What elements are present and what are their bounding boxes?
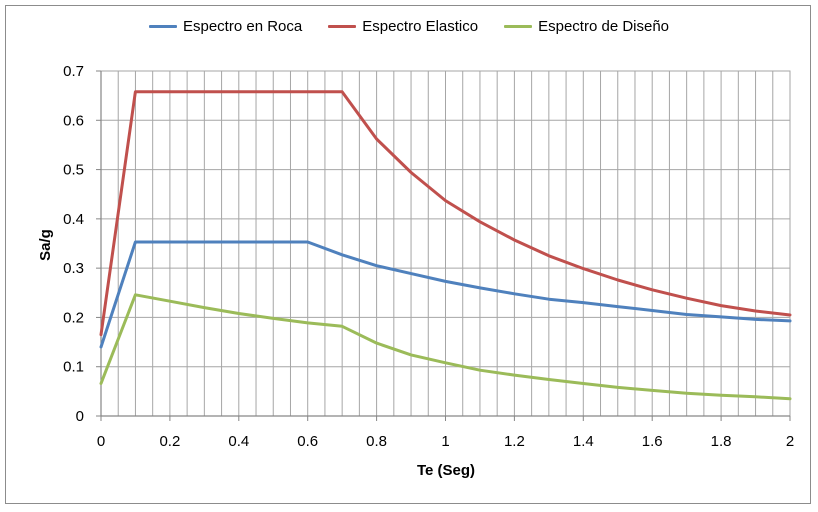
y-tick-label: 0.6 [63,112,84,129]
legend: Espectro en Roca Espectro Elastico Espec… [0,18,818,35]
x-tick-label: 1.2 [504,433,525,450]
legend-label-diseno: Espectro de Diseño [538,18,670,35]
legend-swatch-roca [148,25,177,28]
axes [96,70,791,421]
x-tick-label: 1 [441,433,449,450]
tick-labels: 0 0.1 0.2 0.3 0.4 0.5 0.6 0.7 0 0.2 0.4 0.6 0.8 1 1.2 1… [63,63,794,450]
x-tick-label: 2 [786,433,794,450]
x-tick-label: 0 [97,433,105,450]
x-tick-label: 1.8 [711,433,732,450]
y-tick-label: 0.2 [63,309,84,326]
legend-item-roca: Espectro en Roca [148,18,303,35]
legend-label-elastico: Espectro Elastico [362,18,479,35]
y-tick-label: 0.1 [63,359,84,376]
x-tick-label: 0.8 [366,433,387,450]
legend-item-diseno: Espectro de Diseño [504,18,669,35]
legend-swatch-diseno [504,25,533,28]
series-line-diseno [99,293,792,401]
y-tick-label: 0 [76,408,84,425]
series-lines [99,90,792,401]
y-axis-title: Sa/g [37,229,54,261]
series-line-roca [99,240,792,349]
x-tick-label: 1.6 [642,433,663,450]
chart-frame [5,5,811,504]
x-axis-title: Te (Seg) [417,462,475,479]
x-tick-label: 0.6 [297,433,318,450]
x-tick-label: 1.4 [573,433,594,450]
legend-item-elastico: Espectro Elastico [328,18,478,35]
series-line-elastico [99,90,792,337]
y-tick-label: 0.7 [63,63,84,80]
legend-swatch-elastico [328,25,357,28]
y-tick-label: 0.5 [63,162,84,179]
x-tick-label: 0.4 [228,433,249,450]
y-tick-label: 0.4 [63,211,84,228]
y-tick-label: 0.3 [63,260,84,277]
x-tick-label: 0.2 [159,433,180,450]
legend-label-roca: Espectro en Roca [182,18,303,35]
